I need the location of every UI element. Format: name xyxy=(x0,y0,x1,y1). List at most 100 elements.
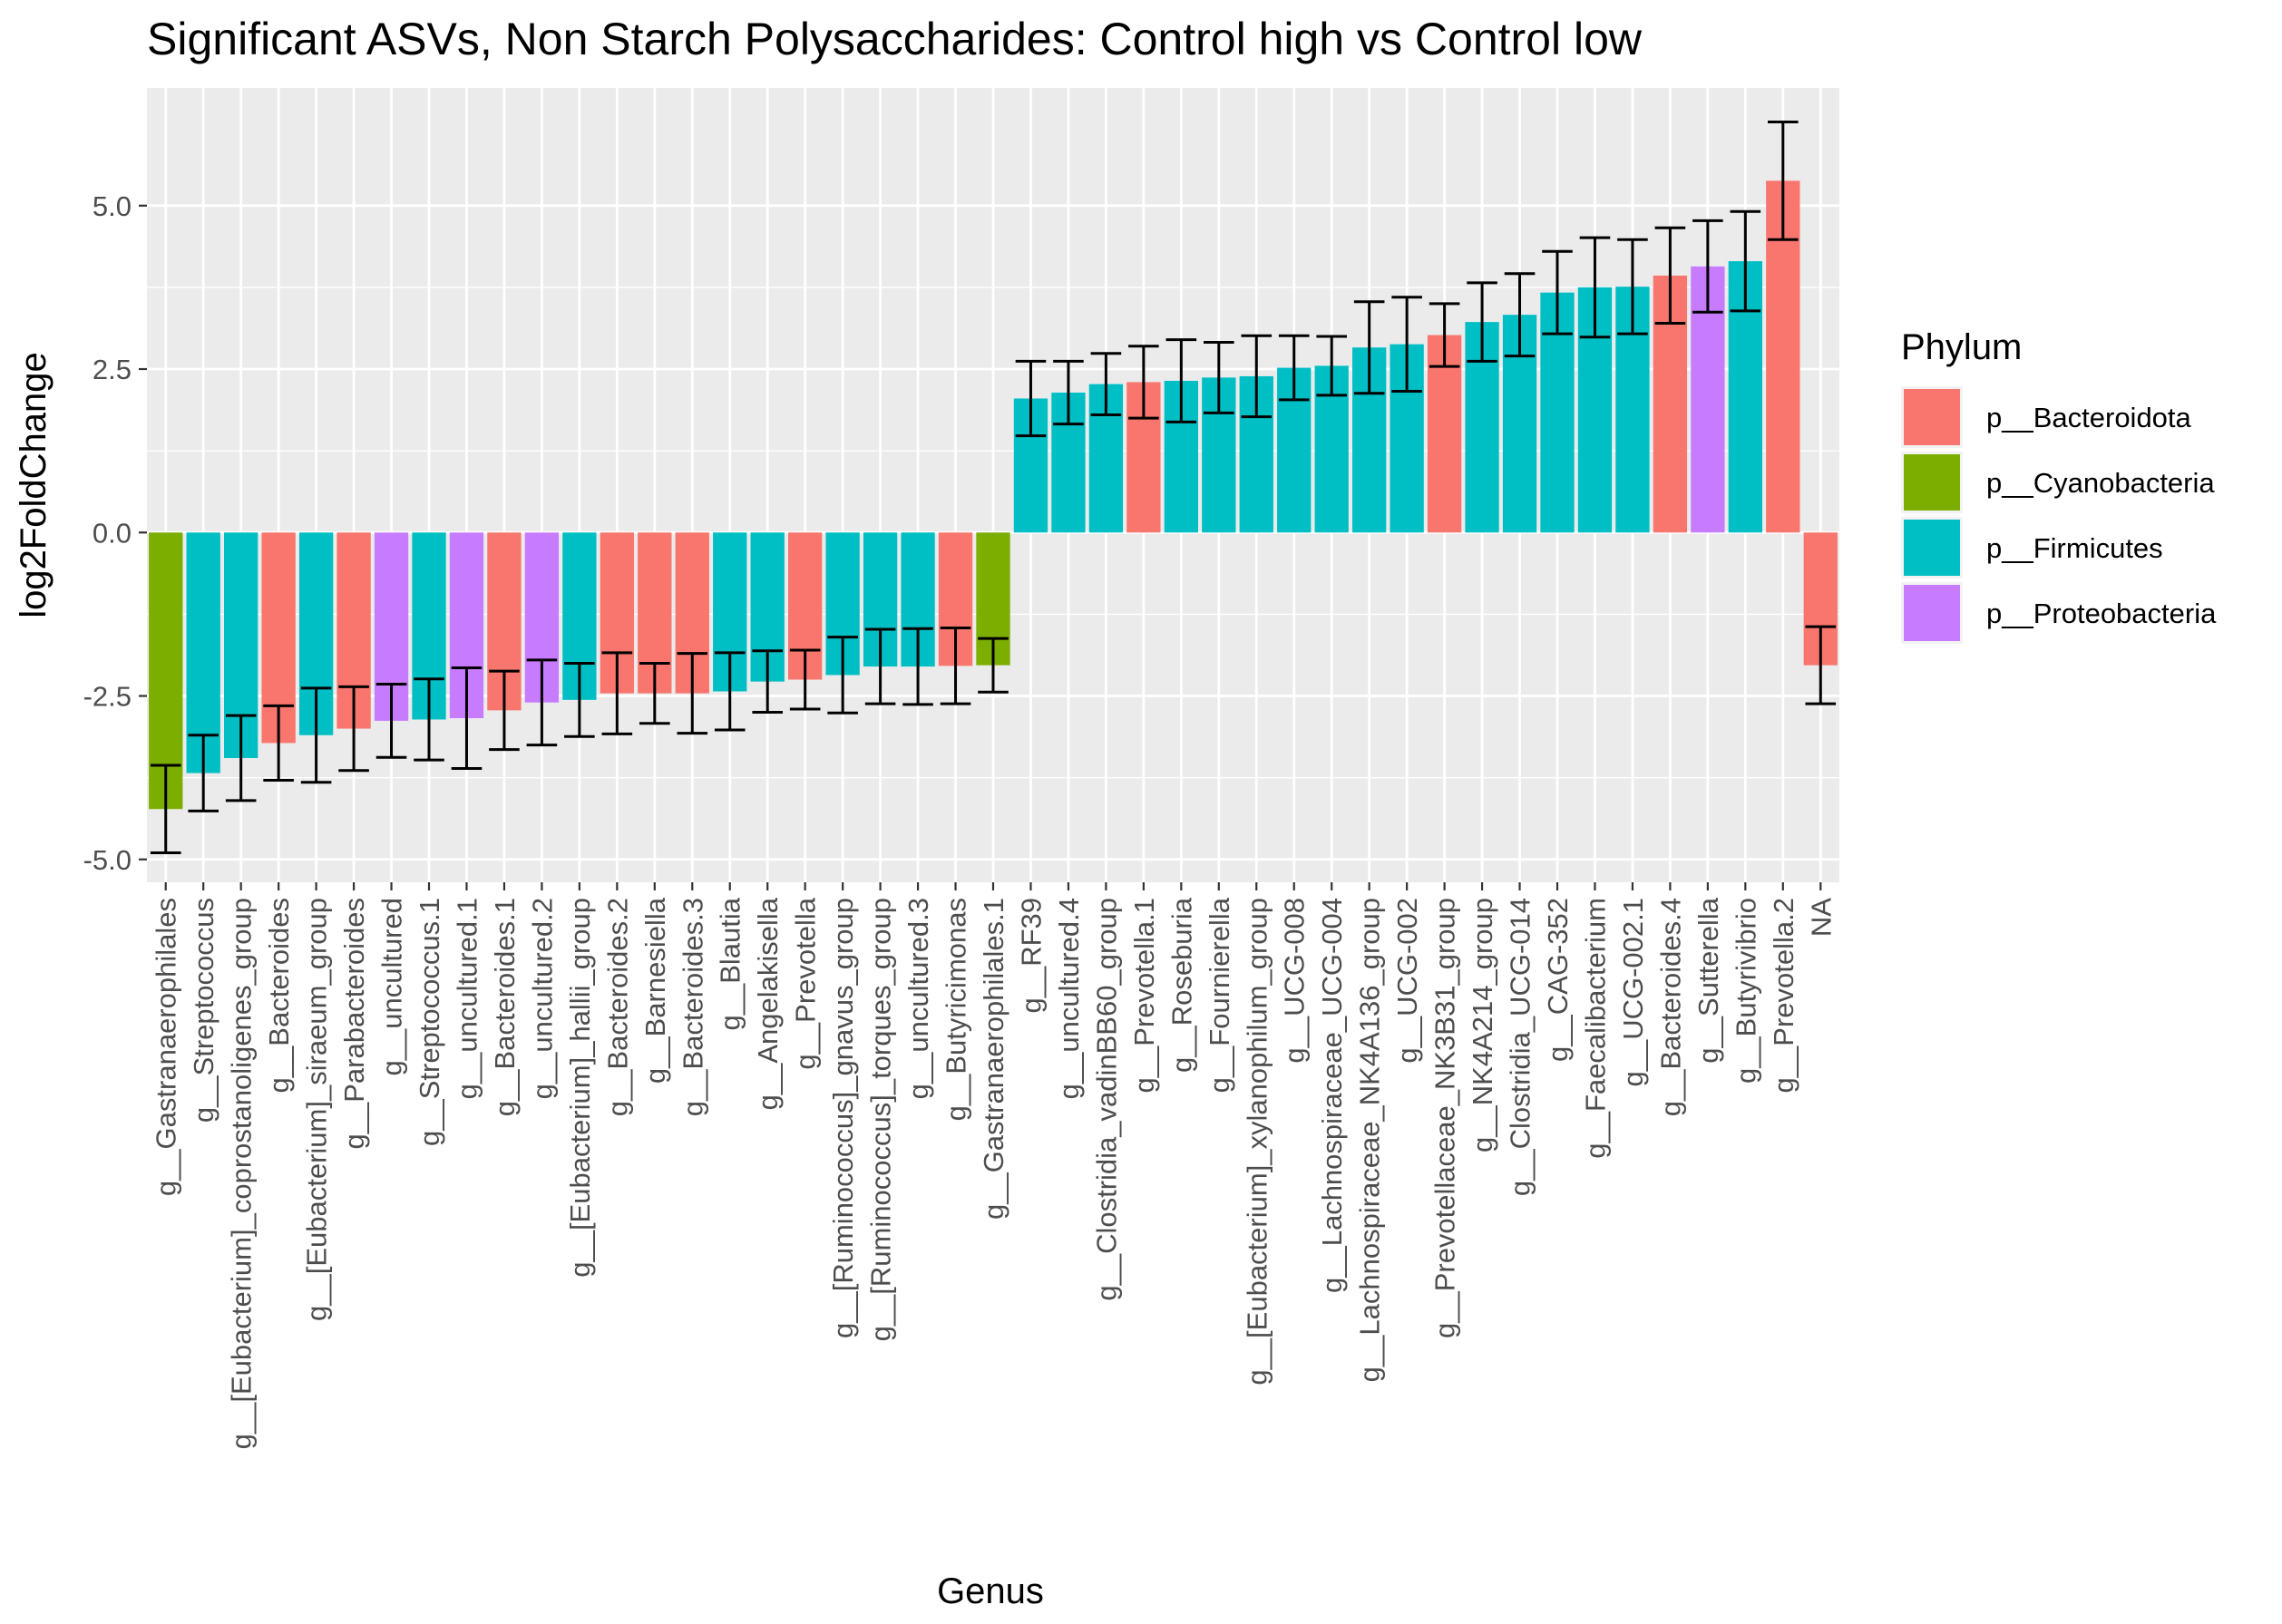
error-bar xyxy=(789,648,821,711)
legend-item: p__Cyanobacteria xyxy=(1901,452,2215,513)
error-bar xyxy=(1278,334,1310,402)
legend-items: p__Bacteroidota p__Cyanobacteria p__Firmic… xyxy=(1901,386,2217,644)
x-tick-label: g__Faecalibacterium xyxy=(1579,898,1611,1159)
x-tick-label: g__UCG-002 xyxy=(1391,898,1423,1064)
error-bar xyxy=(940,627,971,705)
y-tick-label: 2.5 xyxy=(93,354,132,385)
error-bar xyxy=(1053,359,1084,426)
x-tick-label: g__[Eubacterium]_siraeum_group xyxy=(301,898,333,1321)
x-tick-label: g__Prevotella xyxy=(790,897,822,1069)
error-bar xyxy=(414,677,444,762)
error-bar xyxy=(564,661,595,738)
x-tick-label: g__Bacteroides xyxy=(263,898,295,1093)
error-bar xyxy=(225,714,257,802)
legend-title: Phylum xyxy=(1901,327,2022,367)
x-tick-label: g__Parabacteroides xyxy=(338,898,370,1149)
x-tick-label: g__Roseburia xyxy=(1165,897,1197,1073)
error-bar xyxy=(1204,340,1234,414)
error-bar xyxy=(1805,625,1837,705)
x-axis: g__Gastranaerophilales g__Streptococcus g_… xyxy=(151,882,1837,1449)
x-tick-label: g__CAG-352 xyxy=(1542,898,1574,1062)
x-tick-label: g__uncultured xyxy=(376,898,408,1076)
error-bar xyxy=(978,637,1009,694)
x-tick-label: g__Prevotellaceae_NK3B31_group xyxy=(1429,898,1461,1338)
x-tick-label: g__Sutterella xyxy=(1692,897,1724,1063)
error-bar xyxy=(489,669,520,752)
error-bar xyxy=(1429,302,1460,368)
error-bar xyxy=(1617,238,1648,335)
x-tick-label: g__RF39 xyxy=(1015,898,1047,1014)
error-bar xyxy=(639,661,670,725)
y-tick-label: 5.0 xyxy=(93,190,132,222)
error-bar xyxy=(451,666,483,771)
y-tick-label: -5.0 xyxy=(83,844,132,876)
x-tick-label: g__Blautia xyxy=(715,897,746,1030)
error-bar xyxy=(864,627,896,705)
error-bar xyxy=(300,686,332,784)
x-tick-label: g__Butyrivibrio xyxy=(1730,898,1761,1084)
x-tick-label: g__Lachnospiraceae_NK4A136_group xyxy=(1354,898,1386,1382)
x-tick-label: g__Bacteroides.1 xyxy=(489,898,521,1116)
x-tick-label: g__Clostridia_vadinBB60_group xyxy=(1090,898,1122,1301)
error-bar xyxy=(188,734,219,812)
x-tick-label: g__[Eubacterium]_xylanophilum_group xyxy=(1241,898,1273,1386)
x-tick-label: g__uncultured.3 xyxy=(902,898,934,1099)
legend-item: p__Bacteroidota xyxy=(1901,386,2192,448)
legend-label: p__Bacteroidota xyxy=(1986,402,2192,433)
error-bar xyxy=(714,651,746,732)
y-tick-label: 0.0 xyxy=(93,517,132,549)
error-bar xyxy=(263,704,294,783)
error-bar xyxy=(1090,352,1122,416)
x-tick-label: g__Butyricimonas xyxy=(941,898,972,1121)
x-tick-label: g__Prevotella.1 xyxy=(1128,898,1160,1093)
x-tick-label: g__Bacteroides.2 xyxy=(601,898,633,1116)
x-tick-label: g__Streptococcus xyxy=(188,898,219,1123)
error-bar xyxy=(1692,219,1723,314)
error-bar xyxy=(677,652,708,735)
x-tick-label: g__Clostridia_UCG-014 xyxy=(1505,898,1536,1196)
error-bar xyxy=(1768,120,1799,241)
x-tick-label: g__Lachnospiraceae_UCG-004 xyxy=(1316,898,1348,1293)
x-tick-label: g__Streptococcus.1 xyxy=(414,898,445,1146)
x-tick-label: g__uncultured.1 xyxy=(451,898,483,1099)
error-bar xyxy=(338,685,369,773)
x-tick-label: g__Gastranaerophilales.1 xyxy=(978,898,1009,1220)
error-bar xyxy=(1504,272,1536,358)
error-bar xyxy=(752,649,783,715)
chart-title: Significant ASVs, Non Starch Polysacchar… xyxy=(147,14,1643,64)
x-tick-label: g__Prevotella.2 xyxy=(1768,898,1799,1093)
legend-swatch xyxy=(1904,585,1960,641)
x-tick-label: g__[Eubacterium]_coprostanoligenes_group xyxy=(226,898,258,1449)
legend: Phylum p__Bacteroidotap__Cyanobacteriap_… xyxy=(1901,327,2217,644)
error-bar xyxy=(1241,334,1273,419)
x-tick-label: g__[Eubacterium]_hallii_group xyxy=(564,898,596,1278)
legend-swatch xyxy=(1904,454,1960,511)
legend-item: p__Firmicutes xyxy=(1901,517,2163,579)
x-axis-title: Genus xyxy=(937,1571,1044,1611)
x-tick-label: g__Angelakisella xyxy=(752,897,784,1110)
x-tick-label: g__uncultured.4 xyxy=(1053,898,1085,1099)
error-bar xyxy=(526,658,558,747)
x-tick-label: g__UCG-002.1 xyxy=(1617,898,1649,1087)
x-tick-label: g__Fournierella xyxy=(1204,897,1235,1093)
x-tick-label: NA xyxy=(1805,898,1837,937)
x-tick-label: g__Bacteroides.3 xyxy=(677,898,708,1116)
error-bar xyxy=(1015,359,1047,438)
legend-swatch xyxy=(1904,389,1960,445)
legend-item: p__Proteobacteria xyxy=(1901,582,2217,644)
error-bar xyxy=(375,683,407,759)
legend-label: p__Firmicutes xyxy=(1986,532,2163,564)
y-axis-title: log2FoldChange xyxy=(14,352,54,618)
error-bar xyxy=(1316,335,1347,397)
y-axis: -5.0 -2.5 0.0 2.5 5.0 xyxy=(83,190,147,876)
error-bar xyxy=(1391,296,1422,394)
error-bar xyxy=(1353,300,1385,395)
error-bar xyxy=(1730,209,1761,313)
error-bar xyxy=(1542,249,1573,335)
error-bar xyxy=(1165,338,1197,423)
x-tick-label: g__UCG-008 xyxy=(1279,898,1311,1064)
bar xyxy=(186,532,220,773)
plot-area xyxy=(147,88,1839,882)
bar xyxy=(149,532,183,810)
bar xyxy=(1427,335,1462,533)
